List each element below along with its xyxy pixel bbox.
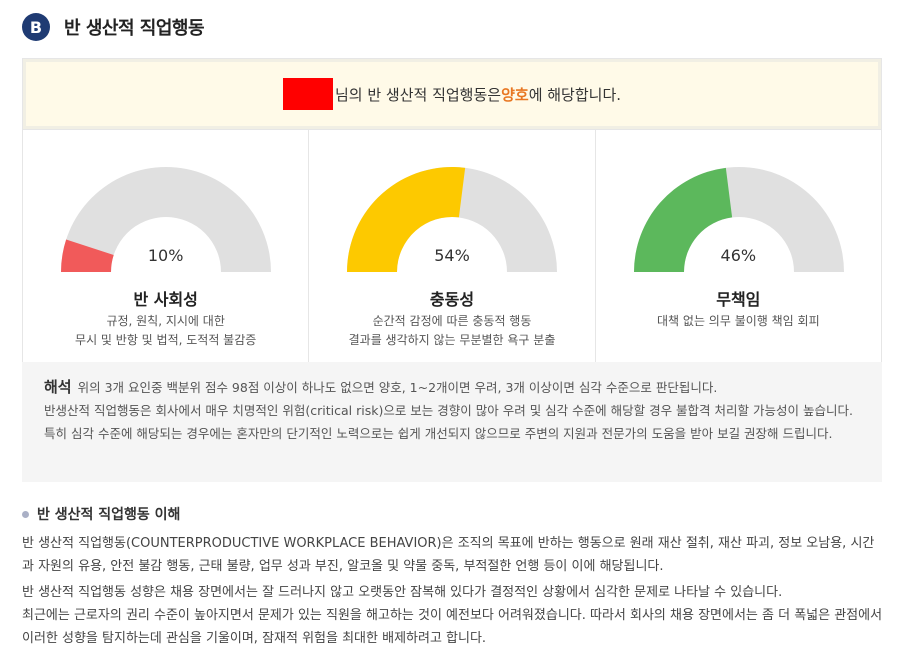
gauge-impulsivity xyxy=(347,167,558,272)
gauge-label-irresponsibility: 무책임 xyxy=(716,290,761,309)
result-panel: 님의 반 생산적 직업행동은 양호 에 해당합니다. 10% 반 사회성 규정,… xyxy=(22,58,882,363)
understanding-header: 반 생산적 직업행동 이해 xyxy=(22,502,884,526)
gauge-track xyxy=(61,167,271,272)
gauge-desc-irresponsibility: 대책 없는 의무 불이행 책임 회피 xyxy=(596,312,881,331)
understanding-section: 반 생산적 직업행동 이해 반 생산적 직업행동(COUNTERPRODUCTI… xyxy=(22,502,884,650)
section-badge: B xyxy=(22,13,50,41)
understanding-title: 반 생산적 직업행동 이해 xyxy=(37,507,181,523)
gauge-fill-irresponsibility xyxy=(633,167,732,272)
gauge-label-impulsivity: 충동성 xyxy=(429,290,475,309)
gauge-value-irresponsibility: 46% xyxy=(720,246,757,265)
gauge-desc-line: 무시 및 반항 및 법적, 도적적 불감증 xyxy=(75,333,257,347)
interpretation-title: 해석 xyxy=(44,378,72,396)
gauge-desc-line: 순간적 감정에 따른 충동적 행동 xyxy=(372,314,532,328)
section-header: B 반 생산적 직업행동 xyxy=(22,12,205,42)
gauge-value-antisocial: 10% xyxy=(147,246,184,265)
summary-text-before: 님의 반 생산적 직업행동은 xyxy=(334,85,502,104)
gauge-card-impulsivity: 54% 충동성 순간적 감정에 따른 충동적 행동 결과를 생각하지 않는 무분… xyxy=(309,130,596,362)
gauge-desc-line: 대책 없는 의무 불이행 책임 회피 xyxy=(657,314,820,328)
summary-box: 님의 반 생산적 직업행동은 양호 에 해당합니다. xyxy=(23,59,881,129)
gauge-card-irresponsibility: 46% 무책임 대책 없는 의무 불이행 책임 회피 xyxy=(596,130,881,362)
summary-result: 양호 xyxy=(501,85,529,104)
gauge-fill-impulsivity xyxy=(347,167,466,272)
redacted-name xyxy=(282,78,333,110)
interpretation-box: 해석 위의 3개 요인중 백분위 점수 98점 이상이 하나도 없으면 양호, 1… xyxy=(22,362,882,482)
understanding-para2-line1: 반 생산적 직업행동 성향은 채용 장면에서는 잘 드러나지 않고 오랫동안 잠… xyxy=(22,585,783,600)
understanding-para2-line2: 최근에는 근로자의 권리 수준이 높아지면서 문제가 있는 직원을 해고하는 것… xyxy=(22,608,883,646)
bullet-dot-icon xyxy=(22,510,29,518)
gauge-desc-line: 결과를 생각하지 않는 무분별한 욕구 분출 xyxy=(348,333,556,347)
gauge-desc-line: 규정, 원칙, 지시에 대한 xyxy=(106,314,225,328)
gauge-label-antisocial: 반 사회성 xyxy=(133,290,198,309)
gauge-desc-impulsivity: 순간적 감정에 따른 충동적 행동 결과를 생각하지 않는 무분별한 욕구 분출 xyxy=(309,312,594,350)
understanding-para2: 반 생산적 직업행동 성향은 채용 장면에서는 잘 드러나지 않고 오랫동안 잠… xyxy=(22,581,884,650)
gauge-desc-antisocial: 규정, 원칙, 지시에 대한 무시 및 반항 및 법적, 도적적 불감증 xyxy=(23,312,308,350)
gauge-antisocial xyxy=(61,167,271,272)
gauge-irresponsibility xyxy=(633,167,844,272)
gauge-card-antisocial: 10% 반 사회성 규정, 원칙, 지시에 대한 무시 및 반항 및 법적, 도… xyxy=(23,130,310,362)
interpretation-line1: 위의 3개 요인중 백분위 점수 98점 이상이 하나도 없으면 양호, 1~2… xyxy=(77,380,718,395)
gauge-row: 10% 반 사회성 규정, 원칙, 지시에 대한 무시 및 반항 및 법적, 도… xyxy=(23,129,881,362)
interpretation-line2: 반생산적 직업행동은 회사에서 매우 치명적인 위험(critical risk… xyxy=(44,403,853,441)
section-title: 반 생산적 직업행동 xyxy=(64,18,205,39)
understanding-para1: 반 생산적 직업행동(COUNTERPRODUCTIVE WORKPLACE B… xyxy=(22,536,875,574)
gauge-fill-antisocial xyxy=(61,239,114,272)
summary-text-after: 에 해당합니다. xyxy=(528,85,622,104)
gauge-value-impulsivity: 54% xyxy=(434,246,470,265)
